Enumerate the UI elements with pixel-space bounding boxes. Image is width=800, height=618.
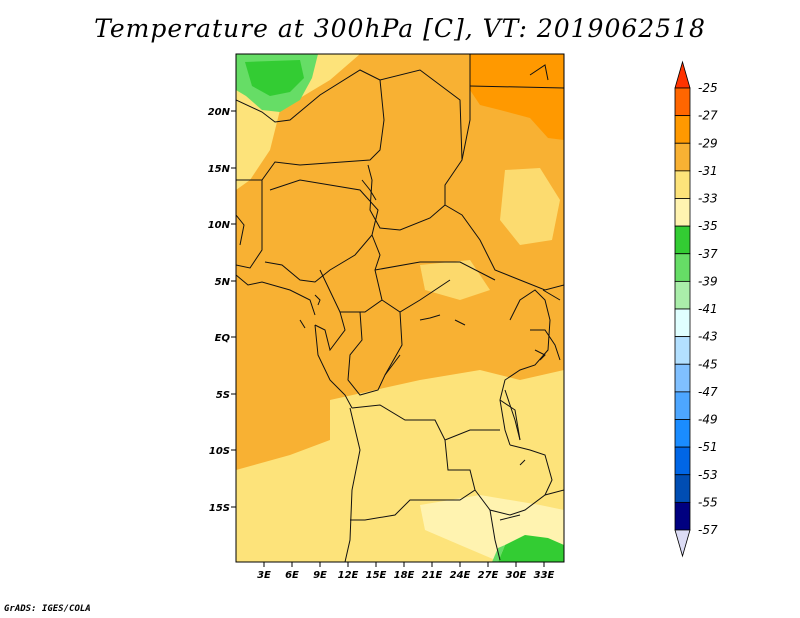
lon-label: 33E [534, 570, 555, 581]
colorbar-segment [674, 419, 691, 448]
colorbar-label: -53 [698, 468, 718, 482]
colorbar-label: -33 [698, 192, 718, 206]
colorbar-segment [674, 253, 691, 282]
colorbar-label: -39 [698, 274, 718, 288]
colorbar-segment [674, 142, 691, 172]
colorbar-segment [674, 446, 691, 476]
map-frame [235, 53, 565, 563]
lon-label: 3E [257, 570, 271, 581]
lat-labels: 20N 15N 10N 5N EQ 5S 10S 15S [208, 107, 231, 514]
lon-axis [263, 562, 545, 567]
lakes [299, 294, 546, 521]
colorbar: -25 -27 -29 -31 -33 -35 -37 -39 -41 -43 -45 -47 -49 -… [674, 60, 718, 558]
lat-label: 5N [215, 277, 231, 288]
temperature-field [236, 54, 564, 562]
field-light-center [420, 260, 490, 300]
colorbar-segment [674, 115, 691, 144]
lon-labels: 3E 6E 9E 12E 15E 18E 21E 24E 27E 30E 33E [257, 570, 554, 581]
colorbar-segment [674, 280, 691, 310]
lat-label: 5S [216, 390, 230, 401]
lat-label: 15N [208, 164, 231, 175]
colorbar-segment [674, 308, 691, 338]
field-light-east [500, 168, 560, 245]
colorbar-label: -49 [698, 413, 718, 427]
colorbar-label: -47 [698, 385, 718, 399]
lat-label: EQ [215, 333, 231, 344]
colorbar-label: -35 [698, 219, 718, 233]
colorbar-segment [674, 225, 691, 255]
colorbar-label: -37 [698, 247, 718, 261]
field-green-southeast [498, 535, 564, 562]
lat-axis [231, 110, 236, 508]
lon-label: 12E [338, 570, 359, 581]
lon-label: 6E [285, 570, 299, 581]
grads-credit: GrADS: IGES/COLA [4, 604, 91, 614]
field-green-core [245, 60, 304, 96]
lon-label: 15E [366, 570, 387, 581]
colorbar-segment [674, 474, 691, 503]
colorbar-upper-triangle [674, 60, 691, 89]
lon-label: 24E [450, 570, 471, 581]
colorbar-label: -57 [698, 523, 718, 537]
colorbar-label: -41 [698, 302, 718, 316]
colorbar-segment [674, 363, 691, 393]
colorbar-label: -45 [698, 357, 718, 371]
colorbar-label: -25 [698, 81, 718, 95]
colorbar-segment [674, 87, 691, 117]
lon-label: 21E [422, 570, 443, 581]
colorbar-label: -43 [698, 330, 718, 344]
colorbar-segment [674, 391, 691, 420]
colorbar-label: -27 [698, 109, 718, 123]
lon-label: 18E [394, 570, 415, 581]
colorbar-label: -31 [698, 164, 718, 178]
colorbar-lower-triangle [674, 529, 691, 558]
lat-label: 15S [209, 503, 230, 514]
colorbar-segment [674, 336, 691, 365]
lon-label: 30E [506, 570, 527, 581]
colorbar-label: -51 [698, 440, 718, 454]
lon-label: 9E [313, 570, 327, 581]
colorbar-segment [674, 170, 691, 199]
map-title: Temperature at 300hPa [C], VT: 201906251… [94, 14, 706, 43]
colorbar-segment [674, 198, 691, 227]
lon-label: 27E [478, 570, 499, 581]
boundaries [236, 54, 564, 562]
colorbar-segment [674, 501, 691, 531]
lat-label: 20N [208, 107, 231, 118]
colorbar-label: -55 [698, 495, 718, 509]
colorbar-label: -29 [698, 136, 718, 150]
lat-label: 10N [208, 220, 231, 231]
field-orange-northeast [470, 54, 564, 140]
lat-label: 10S [209, 446, 230, 457]
